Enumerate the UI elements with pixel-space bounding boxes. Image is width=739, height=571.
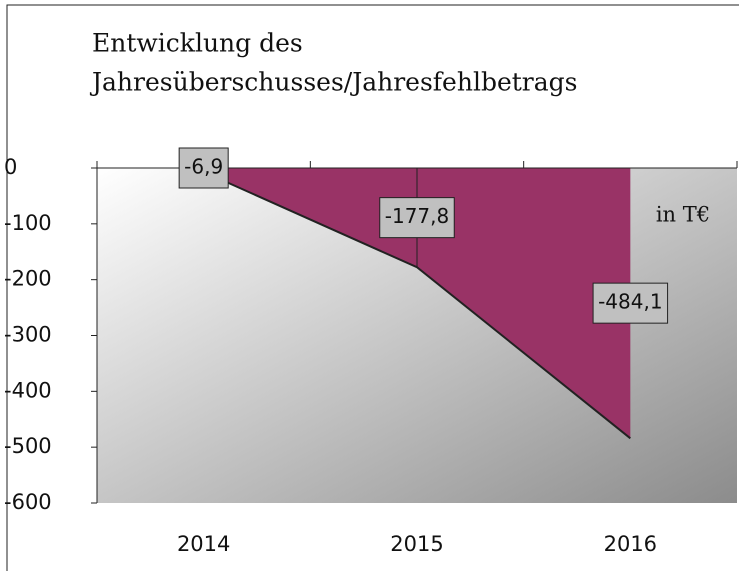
value-label: -177,8 [385, 204, 449, 228]
area [203, 168, 631, 439]
x-tick-label: 2015 [390, 532, 443, 556]
y-tick-label: -300 [4, 323, 52, 347]
value-label-box [592, 282, 669, 324]
chart-title: Entwicklung des [92, 29, 303, 58]
y-tick-label: -600 [4, 490, 52, 514]
value-label-box [379, 197, 455, 239]
value-label: -6,9 [184, 155, 223, 179]
frame [6, 4, 739, 571]
line [203, 170, 631, 440]
y-tick-label: 0 [4, 155, 17, 179]
x-tick-label: 2014 [177, 532, 230, 556]
value-label-box [178, 147, 229, 189]
value-label: -484,1 [598, 290, 662, 314]
chart-title: Jahresüberschusses/Jahresfehlbetrags [89, 68, 577, 97]
annotation: in T€ [656, 203, 710, 227]
y-tick-label: -500 [4, 434, 52, 458]
y-tick-label: -100 [4, 211, 52, 235]
x-tick-label: 2016 [604, 532, 657, 556]
y-tick-label: -400 [4, 378, 52, 402]
y-tick-label: -200 [4, 267, 52, 291]
